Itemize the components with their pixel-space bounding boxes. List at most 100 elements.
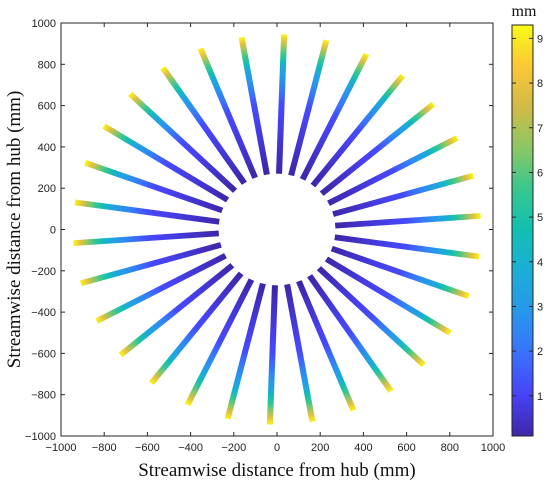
colorbar-label: mm	[512, 3, 537, 20]
blade-strip	[276, 34, 288, 174]
blade-strip	[160, 66, 247, 185]
x-tick-label: 0	[274, 442, 280, 454]
blade-5	[310, 73, 406, 188]
blade-strip	[238, 36, 270, 176]
blade-9	[238, 36, 270, 176]
colorbar-tick-label: 5	[537, 212, 543, 224]
plot-frame	[60, 22, 494, 437]
x-tick-label: 200	[311, 442, 329, 454]
blade-23	[266, 285, 278, 425]
blade-strip	[332, 172, 475, 217]
blade-16	[73, 230, 220, 246]
blade-27	[316, 266, 426, 368]
blade-strip	[299, 52, 370, 181]
blade-strip	[95, 253, 227, 324]
blade-strip	[334, 213, 481, 229]
blade-19	[118, 263, 235, 358]
blade-strip	[73, 230, 220, 246]
x-tick-label: 800	[441, 442, 459, 454]
blade-strip	[327, 135, 459, 206]
blade-1	[334, 213, 481, 229]
blade-strip	[79, 242, 222, 287]
x-axis-label: Streamwise distance from hub (mm)	[138, 460, 416, 481]
blade-2	[332, 172, 475, 217]
blade-strip	[284, 283, 316, 423]
blade-strip	[296, 280, 357, 412]
blade-14	[84, 160, 224, 214]
blade-24	[284, 283, 316, 423]
x-axis-ticks: −1000 −800 −600 −400 −200 0 200 400 600 800 1000	[46, 23, 505, 454]
blade-18	[95, 253, 227, 324]
colorbar-tick-label: 4	[537, 257, 543, 269]
blade-strip	[319, 101, 436, 196]
blade-13	[102, 123, 230, 203]
blade-17	[79, 242, 222, 287]
x-tick-label: 1000	[481, 442, 505, 454]
blade-strip	[128, 91, 238, 193]
blade-10	[197, 47, 258, 179]
y-axis-label: Streamwise distance from hub (mm)	[4, 91, 25, 369]
blade-layer	[73, 34, 481, 425]
blade-strip	[74, 199, 220, 225]
blade-6	[299, 52, 370, 181]
x-tick-label: −600	[135, 442, 160, 454]
y-axis-ticks: −1000 −800 −600 −400 −200 0 200 400 600 800 1000	[25, 18, 493, 443]
blade-4	[319, 101, 436, 196]
blade-strip	[224, 282, 266, 420]
y-tick-label: −600	[31, 348, 56, 360]
blade-strip	[324, 256, 452, 336]
y-tick-label: −800	[31, 390, 56, 402]
x-tick-label: 400	[354, 442, 372, 454]
blade-strip	[102, 123, 230, 203]
blade-3	[327, 135, 459, 206]
blade-strip	[316, 266, 426, 368]
blade-strip	[84, 160, 224, 214]
colorbar-tick-label: 2	[537, 346, 543, 358]
y-tick-label: 800	[38, 59, 56, 71]
y-tick-label: 1000	[32, 18, 56, 30]
colorbar-ticks: 1 2 3 4 5 6 7 8 9	[512, 33, 543, 403]
colorbar-tick-label: 1	[537, 391, 543, 403]
blade-strip	[288, 39, 330, 177]
y-tick-label: −400	[31, 307, 56, 319]
x-tick-label: −1000	[46, 442, 77, 454]
blade-11	[160, 66, 247, 185]
blade-30	[334, 234, 480, 260]
blade-strip	[266, 285, 278, 425]
colorbar-tick-label: 8	[537, 78, 543, 90]
blade-26	[307, 274, 394, 393]
blade-22	[224, 282, 266, 420]
blade-strip	[118, 263, 235, 358]
blade-25	[296, 280, 357, 412]
blade-strip	[197, 47, 258, 179]
colorbar-tick-label: 3	[537, 301, 543, 313]
y-tick-label: 0	[50, 225, 56, 237]
blade-15	[74, 199, 220, 225]
y-tick-label: 200	[38, 183, 56, 195]
x-tick-label: 600	[397, 442, 415, 454]
blade-strip	[184, 278, 255, 407]
blade-strip	[330, 245, 470, 299]
colorbar	[511, 24, 534, 437]
blade-strip	[307, 274, 394, 393]
x-tick-label: −800	[92, 442, 117, 454]
blade-12	[128, 91, 238, 193]
y-tick-label: 600	[38, 101, 56, 113]
colorbar-tick-label: 6	[537, 167, 543, 179]
x-tick-label: −200	[221, 442, 246, 454]
y-tick-label: 400	[38, 142, 56, 154]
blade-29	[330, 245, 470, 299]
y-tick-label: −200	[31, 266, 56, 278]
blade-28	[324, 256, 452, 336]
blade-strip	[334, 234, 480, 260]
blade-strip	[310, 73, 406, 188]
blade-20	[148, 271, 244, 386]
x-tick-label: −400	[178, 442, 203, 454]
colorbar-tick-label: 9	[537, 33, 543, 45]
blade-21	[184, 278, 255, 407]
blade-8	[276, 34, 288, 174]
blade-strip	[148, 271, 244, 386]
colorbar-tick-label: 7	[537, 123, 543, 135]
blade-7	[288, 39, 330, 177]
